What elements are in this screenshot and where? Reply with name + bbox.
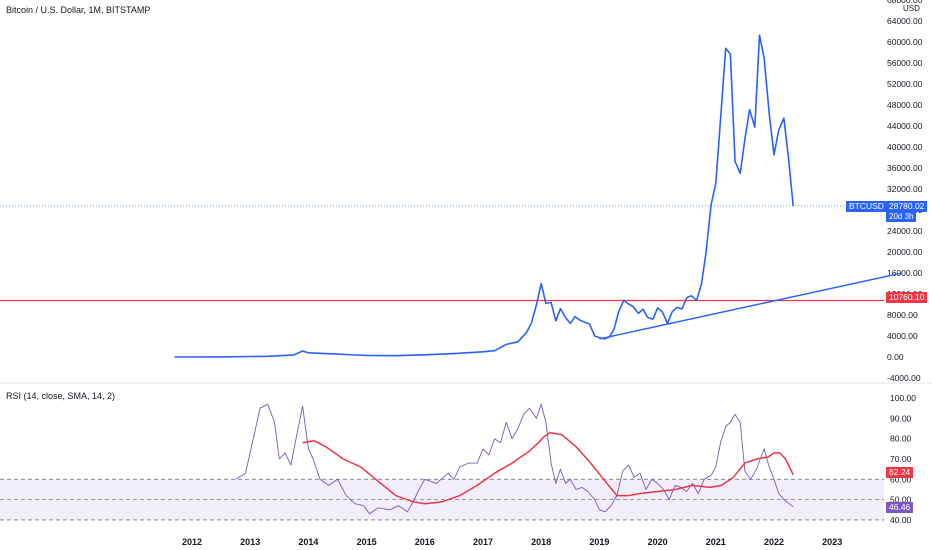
price-tick-label: 16000.00 bbox=[887, 268, 923, 278]
rsi-line bbox=[235, 403, 794, 515]
rsi-tick-label: 70.00 bbox=[890, 454, 912, 464]
countdown-tag: 20d 3h bbox=[886, 211, 917, 222]
price-tick-label: 8000.00 bbox=[887, 310, 918, 320]
price-tick-label: 24000.00 bbox=[887, 226, 923, 236]
year-tick-label: 2018 bbox=[531, 537, 551, 547]
rsi-tick-label: 50.00 bbox=[890, 495, 912, 505]
price-tick-label: 36000.00 bbox=[887, 163, 923, 173]
rsi-tick-label: 60.00 bbox=[890, 474, 912, 484]
year-tick-label: 2023 bbox=[822, 537, 842, 547]
currency-label: USD bbox=[903, 4, 920, 13]
price-tick-label: 20000.00 bbox=[887, 247, 923, 257]
rsi-tick-label: 80.00 bbox=[890, 434, 912, 444]
price-tick-label: 48000.00 bbox=[887, 100, 923, 110]
level-price-tag: 10760.10 bbox=[886, 292, 928, 303]
price-tick-label: 68000.00 bbox=[887, 0, 923, 5]
year-tick-label: 2014 bbox=[298, 537, 318, 547]
rsi-tick-label: 40.00 bbox=[890, 515, 912, 525]
price-tick-label: 60000.00 bbox=[887, 37, 923, 47]
year-tick-label: 2015 bbox=[357, 537, 377, 547]
price-tick-label: 32000.00 bbox=[887, 184, 923, 194]
year-tick-label: 2013 bbox=[240, 537, 260, 547]
rsi-tick-label: 90.00 bbox=[890, 413, 912, 423]
symbol-tag: BTCUSD bbox=[846, 201, 887, 212]
price-tick-label: 0.00 bbox=[887, 352, 904, 362]
year-tick-label: 2012 bbox=[182, 537, 202, 547]
rsi-value-tag: 46.46 bbox=[886, 502, 914, 513]
year-tick-label: 2021 bbox=[706, 537, 726, 547]
rsi-ma-tag: 62.24 bbox=[886, 467, 914, 478]
price-tick-label: 4000.00 bbox=[887, 331, 918, 341]
rsi-ma-line bbox=[302, 431, 794, 505]
price-tick-label: 52000.00 bbox=[887, 79, 923, 89]
year-tick-label: 2020 bbox=[648, 537, 668, 547]
rsi-indicator-title[interactable]: RSI (14, close, SMA, 14, 2) bbox=[6, 391, 116, 401]
rsi-axis: 40.00 50.00 60.00 70.00 80.00 90.00 100.00 bbox=[890, 393, 916, 525]
price-tick-label: 64000.00 bbox=[887, 16, 923, 26]
trendline[interactable] bbox=[599, 272, 903, 340]
rsi-band-layer bbox=[0, 478, 884, 521]
time-axis: 2012 2013 2014 2015 2016 2017 2018 2019 2020 2021… bbox=[182, 537, 842, 547]
chart-title: Bitcoin / U.S. Dollar, 1M, BITSTAMP bbox=[6, 5, 151, 15]
year-tick-label: 2017 bbox=[473, 537, 493, 547]
price-tick-label: 56000.00 bbox=[887, 58, 923, 68]
price-tick-label: 44000.00 bbox=[887, 121, 923, 131]
year-tick-label: 2022 bbox=[764, 537, 784, 547]
price-tick-label: -4000.00 bbox=[887, 373, 921, 383]
price-tick-label: 40000.00 bbox=[887, 142, 923, 152]
price-axis: 68000.00 64000.00 60000.00 56000.00 52000.00… bbox=[887, 0, 923, 383]
year-tick-label: 2019 bbox=[589, 537, 609, 547]
last-price-tag: 28780.02 bbox=[886, 201, 928, 212]
year-tick-label: 2016 bbox=[415, 537, 435, 547]
plot-lines bbox=[0, 34, 932, 515]
rsi-tick-label: 100.00 bbox=[890, 393, 916, 403]
price-series-line bbox=[174, 34, 794, 358]
